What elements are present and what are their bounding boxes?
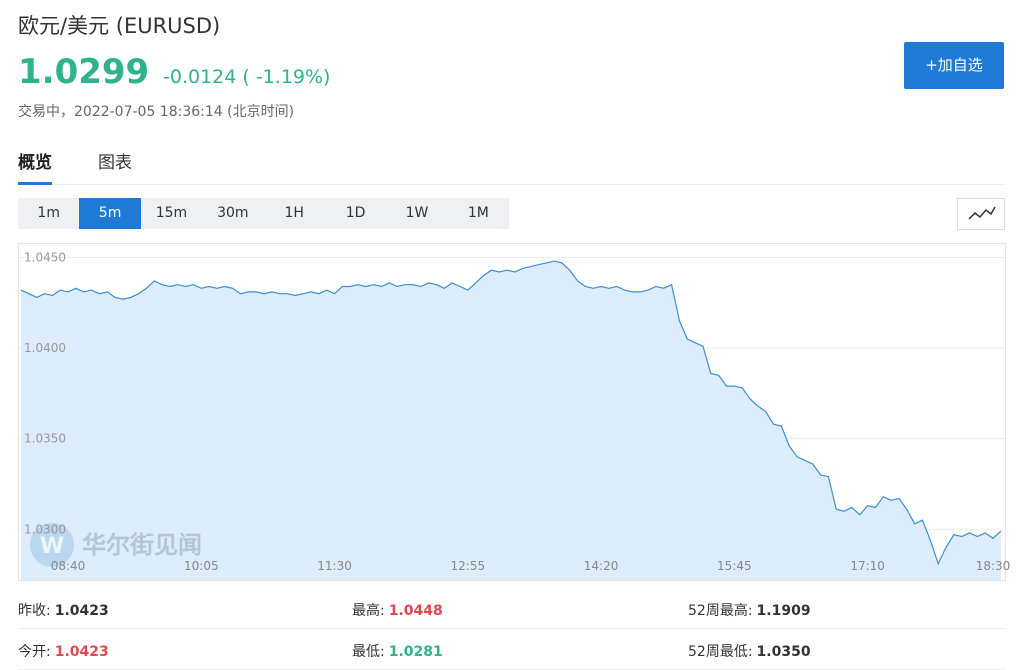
- area-fill: [21, 261, 1001, 580]
- stats-row: 昨收: 1.0423 最高: 1.0448 52周最高: 1.1909: [18, 588, 1005, 629]
- price-line: [20, 260, 1002, 566]
- x-tick-label: 14:20: [584, 559, 619, 573]
- change: -0.0124 ( -1.19%): [163, 66, 331, 88]
- add-watchlist-button[interactable]: +加自选: [904, 42, 1004, 89]
- status: 交易中，2022-07-05 18:36:14 (北京时间): [18, 104, 295, 120]
- y-tick-label: 1.0450: [24, 250, 66, 264]
- tab[interactable]: 图表: [98, 153, 132, 173]
- period-button[interactable]: 1H: [284, 205, 304, 221]
- y-tick-label: 1.0350: [24, 432, 66, 446]
- stat: 最高: 1.0448: [352, 600, 443, 620]
- stat-value: 1.0281: [388, 644, 443, 660]
- period-button[interactable]: 5m: [79, 198, 141, 229]
- period-button[interactable]: 1W: [405, 205, 429, 221]
- x-tick-label: 18:30: [976, 559, 1011, 573]
- tab[interactable]: 概览: [18, 148, 52, 185]
- price: 1.0299: [18, 52, 150, 92]
- chart: W 华尔街见闻 1.0450 1.0400 1.0350 1.0300 08:40 10:…: [18, 243, 1011, 581]
- stat-label: 昨收:: [18, 603, 51, 619]
- stat-value: 1.0448: [388, 603, 443, 619]
- period-bar: 1m 5m 15m 30m 1H 1D 1W 1M: [18, 198, 509, 229]
- y-tick-label: 1.0400: [24, 341, 66, 355]
- stat-value: 1.1909: [756, 603, 811, 619]
- period-button[interactable]: 30m: [217, 205, 249, 221]
- chart-type-button[interactable]: [957, 198, 1005, 230]
- stats-row: 今开: 1.0423 最低: 1.0281 52周最低: 1.0350: [18, 629, 1005, 670]
- stat: 52周最低: 1.0350: [688, 641, 811, 661]
- period-button[interactable]: 1D: [345, 205, 366, 221]
- stat-label: 今开:: [18, 644, 51, 660]
- x-tick-label: 15:45: [717, 559, 752, 573]
- x-tick-label: 08:40: [51, 559, 86, 573]
- tabs: 概览 图表: [18, 148, 1005, 185]
- watermark-text: 华尔街见闻: [82, 531, 202, 559]
- stat-label: 最低:: [352, 644, 385, 660]
- x-tick-label: 12:55: [451, 559, 486, 573]
- period-button[interactable]: 15m: [155, 205, 188, 221]
- stat-label: 52周最低:: [688, 644, 753, 660]
- stat-value: 1.0423: [54, 603, 109, 619]
- title: 欧元/美元 (EURUSD): [18, 14, 221, 38]
- x-tick-label: 11:30: [317, 559, 352, 573]
- stat-label: 最高:: [352, 603, 385, 619]
- y-tick-label: 1.0300: [24, 522, 66, 536]
- stat: 昨收: 1.0423: [18, 600, 109, 620]
- stat: 最低: 1.0281: [352, 641, 443, 661]
- stat: 今开: 1.0423: [18, 641, 109, 661]
- line-icon: [968, 206, 996, 220]
- stat: 52周最高: 1.1909: [688, 600, 811, 620]
- stat-value: 1.0350: [756, 644, 811, 660]
- x-tick-label: 10:05: [184, 559, 219, 573]
- x-tick-label: 17:10: [850, 559, 885, 573]
- watermark-logo: [30, 523, 74, 567]
- period-button[interactable]: 1M: [467, 205, 489, 221]
- stat-label: 52周最高:: [688, 603, 753, 619]
- period-button[interactable]: 1m: [37, 205, 60, 221]
- stat-value: 1.0423: [54, 644, 109, 660]
- watermark-logo-letter: W: [40, 534, 64, 559]
- watermark: W 华尔街见闻: [30, 523, 202, 567]
